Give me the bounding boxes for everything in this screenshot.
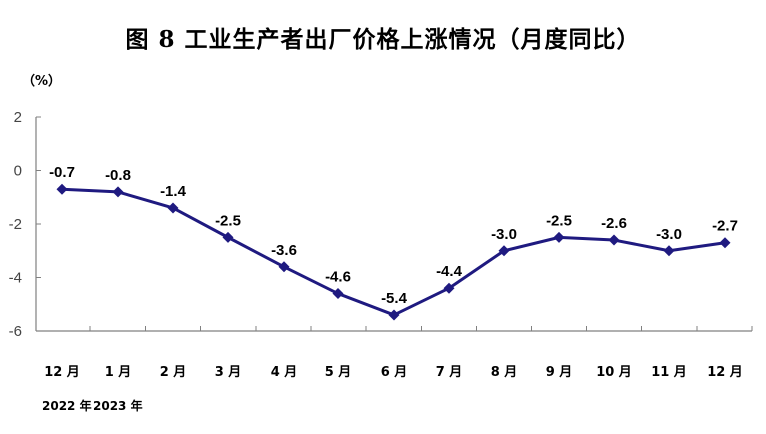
year-label-2023: 2023 年: [93, 399, 143, 413]
y-tick-label: -4: [9, 270, 22, 287]
data-label: -2.5: [546, 212, 572, 229]
x-tick-label: 2 月: [160, 365, 187, 380]
data-point-marker: [56, 183, 68, 195]
x-tick-label: 8 月: [491, 365, 518, 380]
data-point-marker: [498, 245, 510, 257]
x-tick-label: 3 月: [215, 365, 242, 380]
x-tick-label: 4 月: [271, 365, 298, 380]
data-label: -1.4: [160, 183, 187, 200]
data-label: -4.4: [436, 263, 463, 280]
data-point-marker: [332, 288, 344, 300]
data-point-marker: [443, 282, 455, 294]
data-point-marker: [112, 186, 124, 198]
data-label: -3.6: [271, 242, 297, 259]
y-tick-label: -2: [9, 216, 22, 233]
data-point-marker: [719, 237, 731, 249]
data-point-marker: [388, 309, 400, 321]
data-label: -5.4: [381, 290, 408, 307]
data-label: -4.6: [325, 269, 351, 286]
data-label: -3.0: [656, 226, 682, 243]
x-tick-label: 1 月: [105, 365, 132, 380]
data-label: -2.5: [215, 212, 241, 229]
x-tick-label: 11 月: [651, 365, 687, 380]
chart-title: 图 8 工业生产者出厂价格上涨情况（月度同比）: [125, 26, 641, 53]
y-tick-label: 0: [14, 163, 22, 180]
data-label: -2.6: [601, 215, 627, 232]
data-point-marker: [167, 202, 179, 214]
data-label: -3.0: [491, 226, 517, 243]
data-point-marker: [608, 234, 620, 246]
year-label-2022: 2022 年: [42, 399, 92, 413]
data-point-marker: [222, 231, 234, 243]
y-tick-label: -6: [9, 323, 22, 340]
x-tick-label: 12 月: [707, 365, 743, 380]
data-label: -2.7: [712, 218, 738, 235]
data-point-marker: [278, 261, 290, 273]
y-axis-unit: （%）: [22, 74, 62, 89]
x-tick-label: 12 月: [44, 365, 80, 380]
data-label: -0.8: [105, 167, 131, 184]
data-point-marker: [663, 245, 675, 257]
x-tick-label: 5 月: [325, 365, 352, 380]
x-tick-label: 9 月: [546, 365, 573, 380]
y-tick-label: 2: [14, 109, 22, 126]
data-point-marker: [553, 231, 565, 243]
x-tick-label: 6 月: [381, 365, 408, 380]
x-tick-label: 10 月: [596, 365, 632, 380]
x-tick-label: 7 月: [436, 365, 463, 380]
data-label: -0.7: [49, 164, 75, 181]
